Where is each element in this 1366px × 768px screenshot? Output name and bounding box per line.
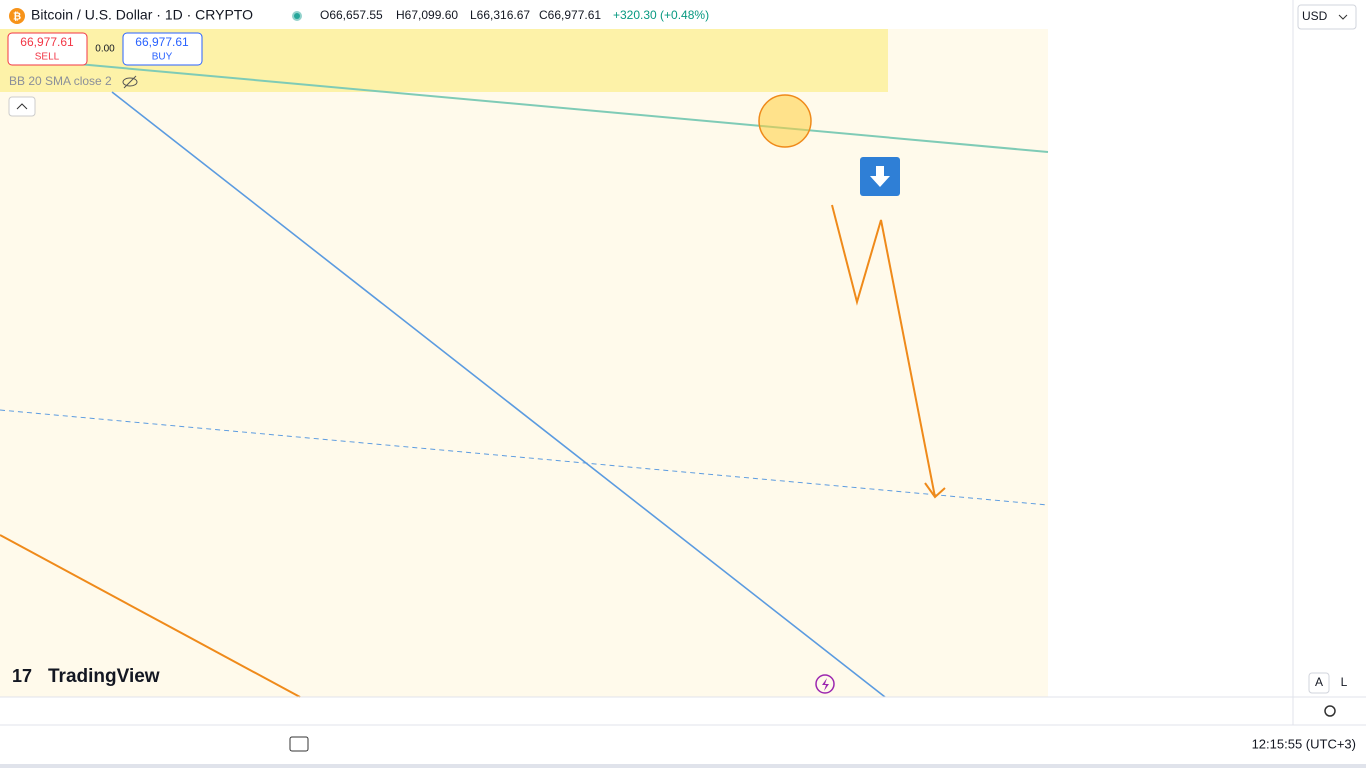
- logo-text: TradingView: [48, 666, 160, 687]
- currency-select[interactable]: [1297, 4, 1357, 30]
- event-icon: [815, 674, 835, 694]
- trend-line: [111, 91, 886, 698]
- buy-button[interactable]: [122, 32, 203, 66]
- buy-label: BUY: [152, 52, 173, 63]
- logo-mark: 17: [12, 666, 32, 686]
- event-bolt: [822, 678, 829, 691]
- clock: 12:15:55 (UTC+3): [1252, 736, 1356, 751]
- date-range-icon[interactable]: [289, 736, 309, 752]
- settings-icon[interactable]: [1324, 705, 1336, 717]
- btc-icon: [9, 8, 25, 24]
- market-status-dot: [294, 13, 300, 19]
- forecast-arrow: [831, 204, 936, 498]
- ohlc-high: H67,099.60: [396, 8, 458, 22]
- range-highlight: [0, 29, 1048, 697]
- ohlc-close: C66,977.61: [539, 8, 601, 22]
- select-caret: [1338, 14, 1348, 20]
- price-axis: [1293, 0, 1366, 725]
- btc-glyph: ₿: [13, 11, 21, 23]
- highlight-circle: [758, 94, 812, 148]
- channel-line: [0, 534, 301, 698]
- sell-price: 66,977.61: [20, 35, 74, 49]
- symbol-title: Bitcoin / U.S. Dollar · 1D · CRYPTO: [31, 7, 253, 23]
- ohlc-low: L66,316.67: [470, 8, 530, 22]
- arrow-head: [924, 482, 946, 499]
- ohlc-open: O66,657.55: [320, 8, 383, 22]
- visibility-icon[interactable]: [122, 75, 138, 89]
- indicator-label: BB 20 SMA close 2: [9, 74, 112, 88]
- trend-line: [77, 63, 1049, 153]
- ohlc-change: +320.30 (+0.48%): [613, 8, 709, 22]
- sell-button[interactable]: [7, 32, 88, 66]
- collapse-button[interactable]: [8, 96, 36, 117]
- down-arrow-icon: [870, 166, 890, 187]
- spread: 0.00: [95, 44, 115, 55]
- auto-scale[interactable]: [1308, 672, 1330, 694]
- sell-label: SELL: [35, 52, 60, 63]
- bottom-toolbar: [0, 725, 1366, 768]
- collapse-icon: [16, 103, 28, 110]
- currency: USD: [1302, 9, 1328, 23]
- auto-label: A: [1315, 675, 1323, 689]
- buy-price: 66,977.61: [135, 35, 189, 49]
- trend-line-dashed: [0, 409, 1049, 506]
- toolbar-bottom: [0, 764, 1366, 768]
- log-label: L: [1341, 675, 1348, 689]
